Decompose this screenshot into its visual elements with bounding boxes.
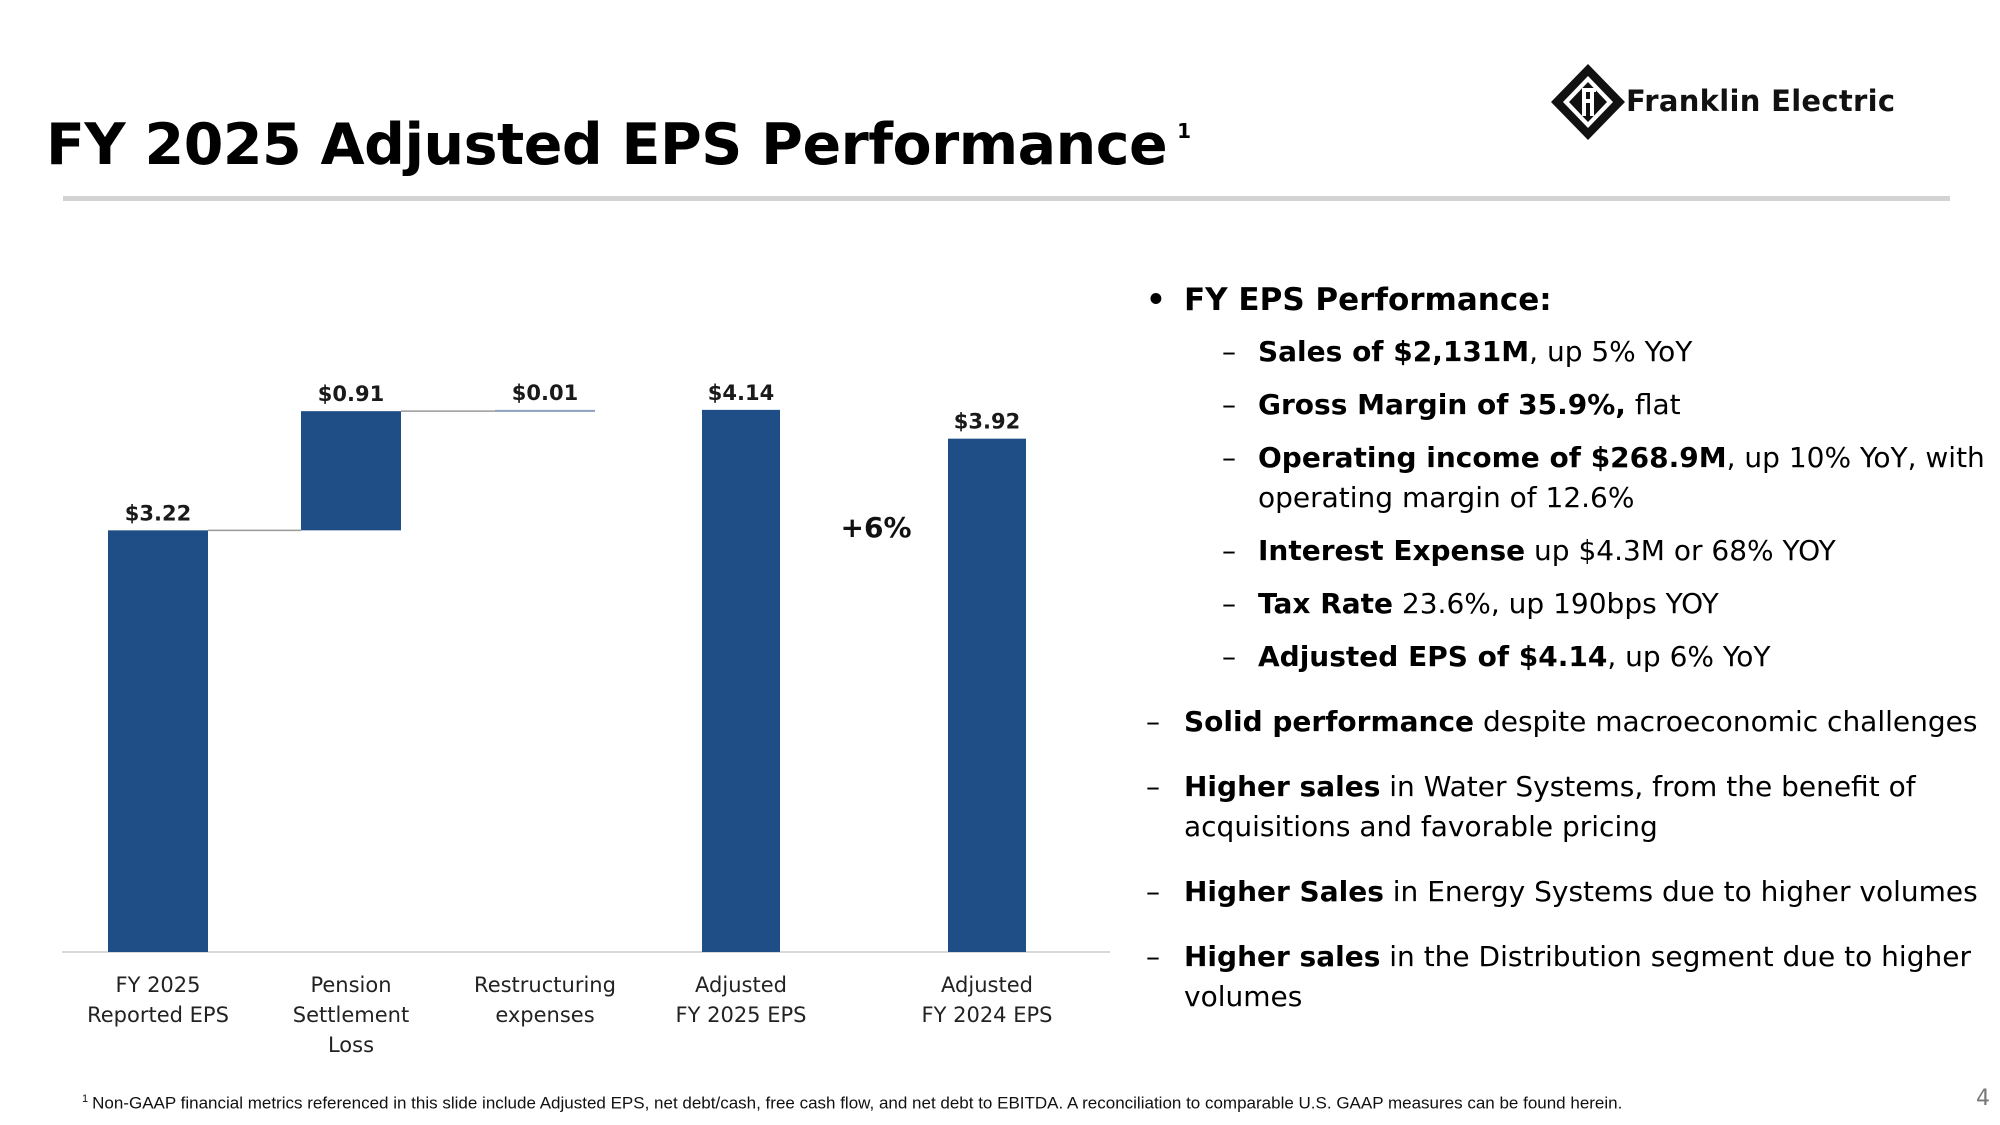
main-bullet-rest-text: despite macroeconomic challenges [1474, 705, 1978, 738]
spacer [1138, 690, 1998, 702]
footnote-marker: 1 [82, 1093, 89, 1105]
franklin-electric-logo [1551, 64, 1625, 140]
bar-value-label: $0.91 [318, 382, 384, 406]
main-bullet-rest-text: in Energy Systems due to higher volumes [1383, 875, 1978, 908]
sub-bullet-item: – Sales of $2,131M, up 5% YoY [1138, 332, 1998, 372]
bar [702, 409, 780, 952]
category-label: Restructuring [474, 973, 616, 997]
main-bullet-rest-text: in Water Systems, from the benefit of ac… [1184, 770, 1916, 843]
category-label: Loss [328, 1033, 374, 1057]
sub-bullet-bold-text: Operating income of $268.9M [1258, 441, 1727, 474]
category-label: Adjusted [941, 973, 1033, 997]
bar [495, 409, 595, 412]
bar [108, 530, 208, 952]
sub-bullet-rest-text: 23.6%, up 190bps YOY [1393, 587, 1719, 620]
commentary-panel: • FY EPS Performance: – Sales of $2,131M, … [1138, 280, 1998, 1042]
bar-value-label: $3.22 [125, 501, 191, 525]
bullet-heading-text: FY EPS Performance: [1184, 282, 1552, 318]
dash-bullet-icon: – [1146, 940, 1160, 973]
category-label: Pension [310, 973, 391, 997]
sub-bullet-item: – Interest Expense up $4.3M or 68% YOY [1138, 531, 1998, 571]
sub-bullet-item: – Tax Rate 23.6%, up 190bps YOY [1138, 584, 1998, 624]
title-text: FY 2025 Adjusted EPS Performance [46, 112, 1168, 178]
sub-bullet-rest-text: , up 10% YoY, with operating margin of 1… [1258, 441, 1985, 514]
sub-bullet-rest-text: , up 6% YoY [1607, 640, 1771, 673]
dash-bullet-icon: – [1146, 770, 1160, 803]
logo-wordmark: Franklin Electric [1626, 84, 1896, 118]
category-label: FY 2025 [115, 973, 200, 997]
bar [948, 438, 1026, 952]
sub-bullet-rest-text: , up 5% YoY [1529, 335, 1693, 368]
main-bullet-item: – Higher sales in Water Systems, from the… [1138, 767, 1998, 847]
sub-bullet-bold-text: Interest Expense [1258, 534, 1526, 567]
dash-bullet-icon: – [1222, 388, 1236, 421]
bullet-heading: • FY EPS Performance: [1138, 280, 1998, 320]
main-bullet-rest-text: in the Distribution segment due to highe… [1184, 940, 1971, 1013]
sub-bullet-bold-text: Adjusted EPS of $4.14 [1258, 640, 1608, 673]
sub-bullet-bold-text: Gross Margin of 35.9%, [1258, 388, 1626, 421]
main-bullet-list: – Solid performance despite macroeconomic… [1138, 702, 1998, 1017]
dash-bullet-icon: – [1222, 587, 1236, 620]
page-title: FY 2025 Adjusted EPS Performance 1 [46, 112, 1191, 178]
bar [301, 411, 401, 531]
footnote: 1 Non-GAAP financial metrics referenced i… [82, 1093, 1622, 1114]
sub-bullet-item: – Operating income of $268.9M, up 10% YoY… [1138, 438, 1998, 518]
main-bullet-item: – Higher sales in the Distribution segmen… [1138, 937, 1998, 1017]
main-bullet-bold-text: Higher sales [1184, 770, 1381, 803]
title-divider [63, 196, 1950, 201]
dash-bullet-icon: – [1222, 640, 1236, 673]
category-label: Adjusted [695, 973, 787, 997]
category-label: FY 2025 EPS [676, 1003, 807, 1027]
bar-value-label: $0.01 [512, 381, 578, 405]
category-label: Settlement [293, 1003, 409, 1027]
bullet-dot-icon: • [1146, 282, 1166, 318]
dash-bullet-icon: – [1222, 441, 1236, 474]
dash-bullet-icon: – [1146, 705, 1160, 738]
title-footnote-marker: 1 [1177, 119, 1191, 143]
category-label: FY 2024 EPS [922, 1003, 1053, 1027]
sub-bullet-rest-text: flat [1625, 388, 1681, 421]
sub-bullet-rest-text: up $4.3M or 68% YOY [1525, 534, 1836, 567]
main-bullet-bold-text: Higher Sales [1184, 875, 1384, 908]
main-bullet-item: – Higher Sales in Energy Systems due to h… [1138, 872, 1998, 912]
category-label: Reported EPS [87, 1003, 229, 1027]
sub-bullet-list: – Sales of $2,131M, up 5% YoY – Gross Margi… [1138, 332, 1998, 677]
main-bullet-bold-text: Solid performance [1184, 705, 1475, 738]
sub-bullet-bold-text: Tax Rate [1258, 587, 1394, 620]
main-bullet-bold-text: Higher sales [1184, 940, 1381, 973]
sub-bullet-item: – Adjusted EPS of $4.14, up 6% YoY [1138, 637, 1998, 677]
dash-bullet-icon: – [1222, 534, 1236, 567]
sub-bullet-item: – Gross Margin of 35.9%, flat [1138, 385, 1998, 425]
bar-value-label: $4.14 [708, 381, 774, 405]
dash-bullet-icon: – [1146, 875, 1160, 908]
change-annotation: +6% [841, 511, 912, 544]
eps-waterfall-chart: $3.22 FY 2025 Reported EPS $0.91 Pension Sett… [62, 381, 1110, 1057]
main-bullet-item: – Solid performance despite macroeconomic… [1138, 702, 1998, 742]
footnote-text: Non-GAAP financial metrics referenced in… [92, 1093, 1623, 1113]
page-number: 4 [1976, 1086, 1990, 1111]
bar-value-label: $3.92 [954, 410, 1020, 434]
dash-bullet-icon: – [1222, 335, 1236, 368]
sub-bullet-bold-text: Sales of $2,131M [1258, 335, 1530, 368]
logo-mark-icon [1551, 64, 1625, 140]
category-label: expenses [495, 1003, 594, 1027]
